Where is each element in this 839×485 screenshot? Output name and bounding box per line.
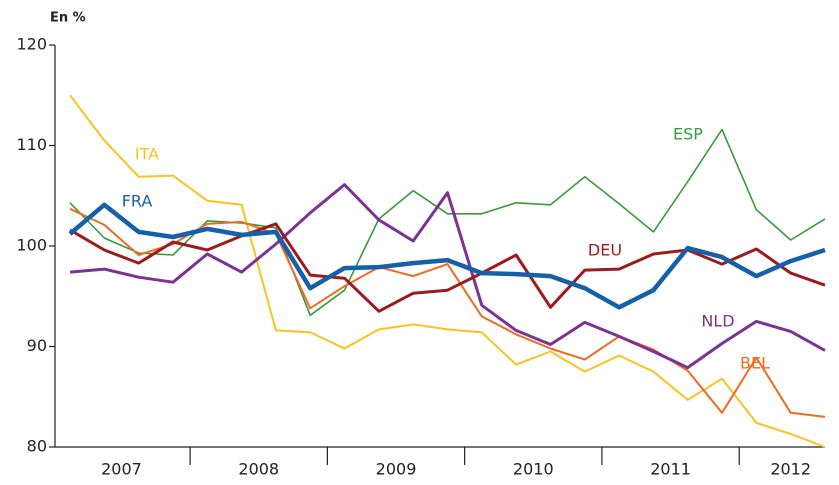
y-tick-label: 90 <box>27 336 47 355</box>
y-tick-label: 110 <box>16 135 47 154</box>
series-label: NLD <box>701 312 734 331</box>
x-tick-label: 2007 <box>101 460 142 479</box>
y-tick-label: 80 <box>27 437 47 456</box>
series-label: FRA <box>122 192 153 211</box>
series-line <box>69 222 826 313</box>
x-tick-label: 2011 <box>650 460 691 479</box>
x-tick-label: 2009 <box>376 460 417 479</box>
series-label: ESP <box>673 125 703 144</box>
y-tick-label: 100 <box>16 236 47 255</box>
x-tick-label: 2010 <box>513 460 554 479</box>
y-tick-label: 120 <box>16 35 47 54</box>
series-label: DEU <box>588 241 622 260</box>
series-label: ITA <box>135 145 159 164</box>
y-axis-label: En % <box>50 11 86 26</box>
x-tick-label: 2008 <box>238 460 279 479</box>
series-line <box>68 202 826 310</box>
x-tick-label: 2012 <box>770 460 811 479</box>
series-line <box>69 128 826 317</box>
series-label: BEL <box>740 354 770 373</box>
series-line <box>69 183 826 370</box>
series-line <box>69 94 826 448</box>
